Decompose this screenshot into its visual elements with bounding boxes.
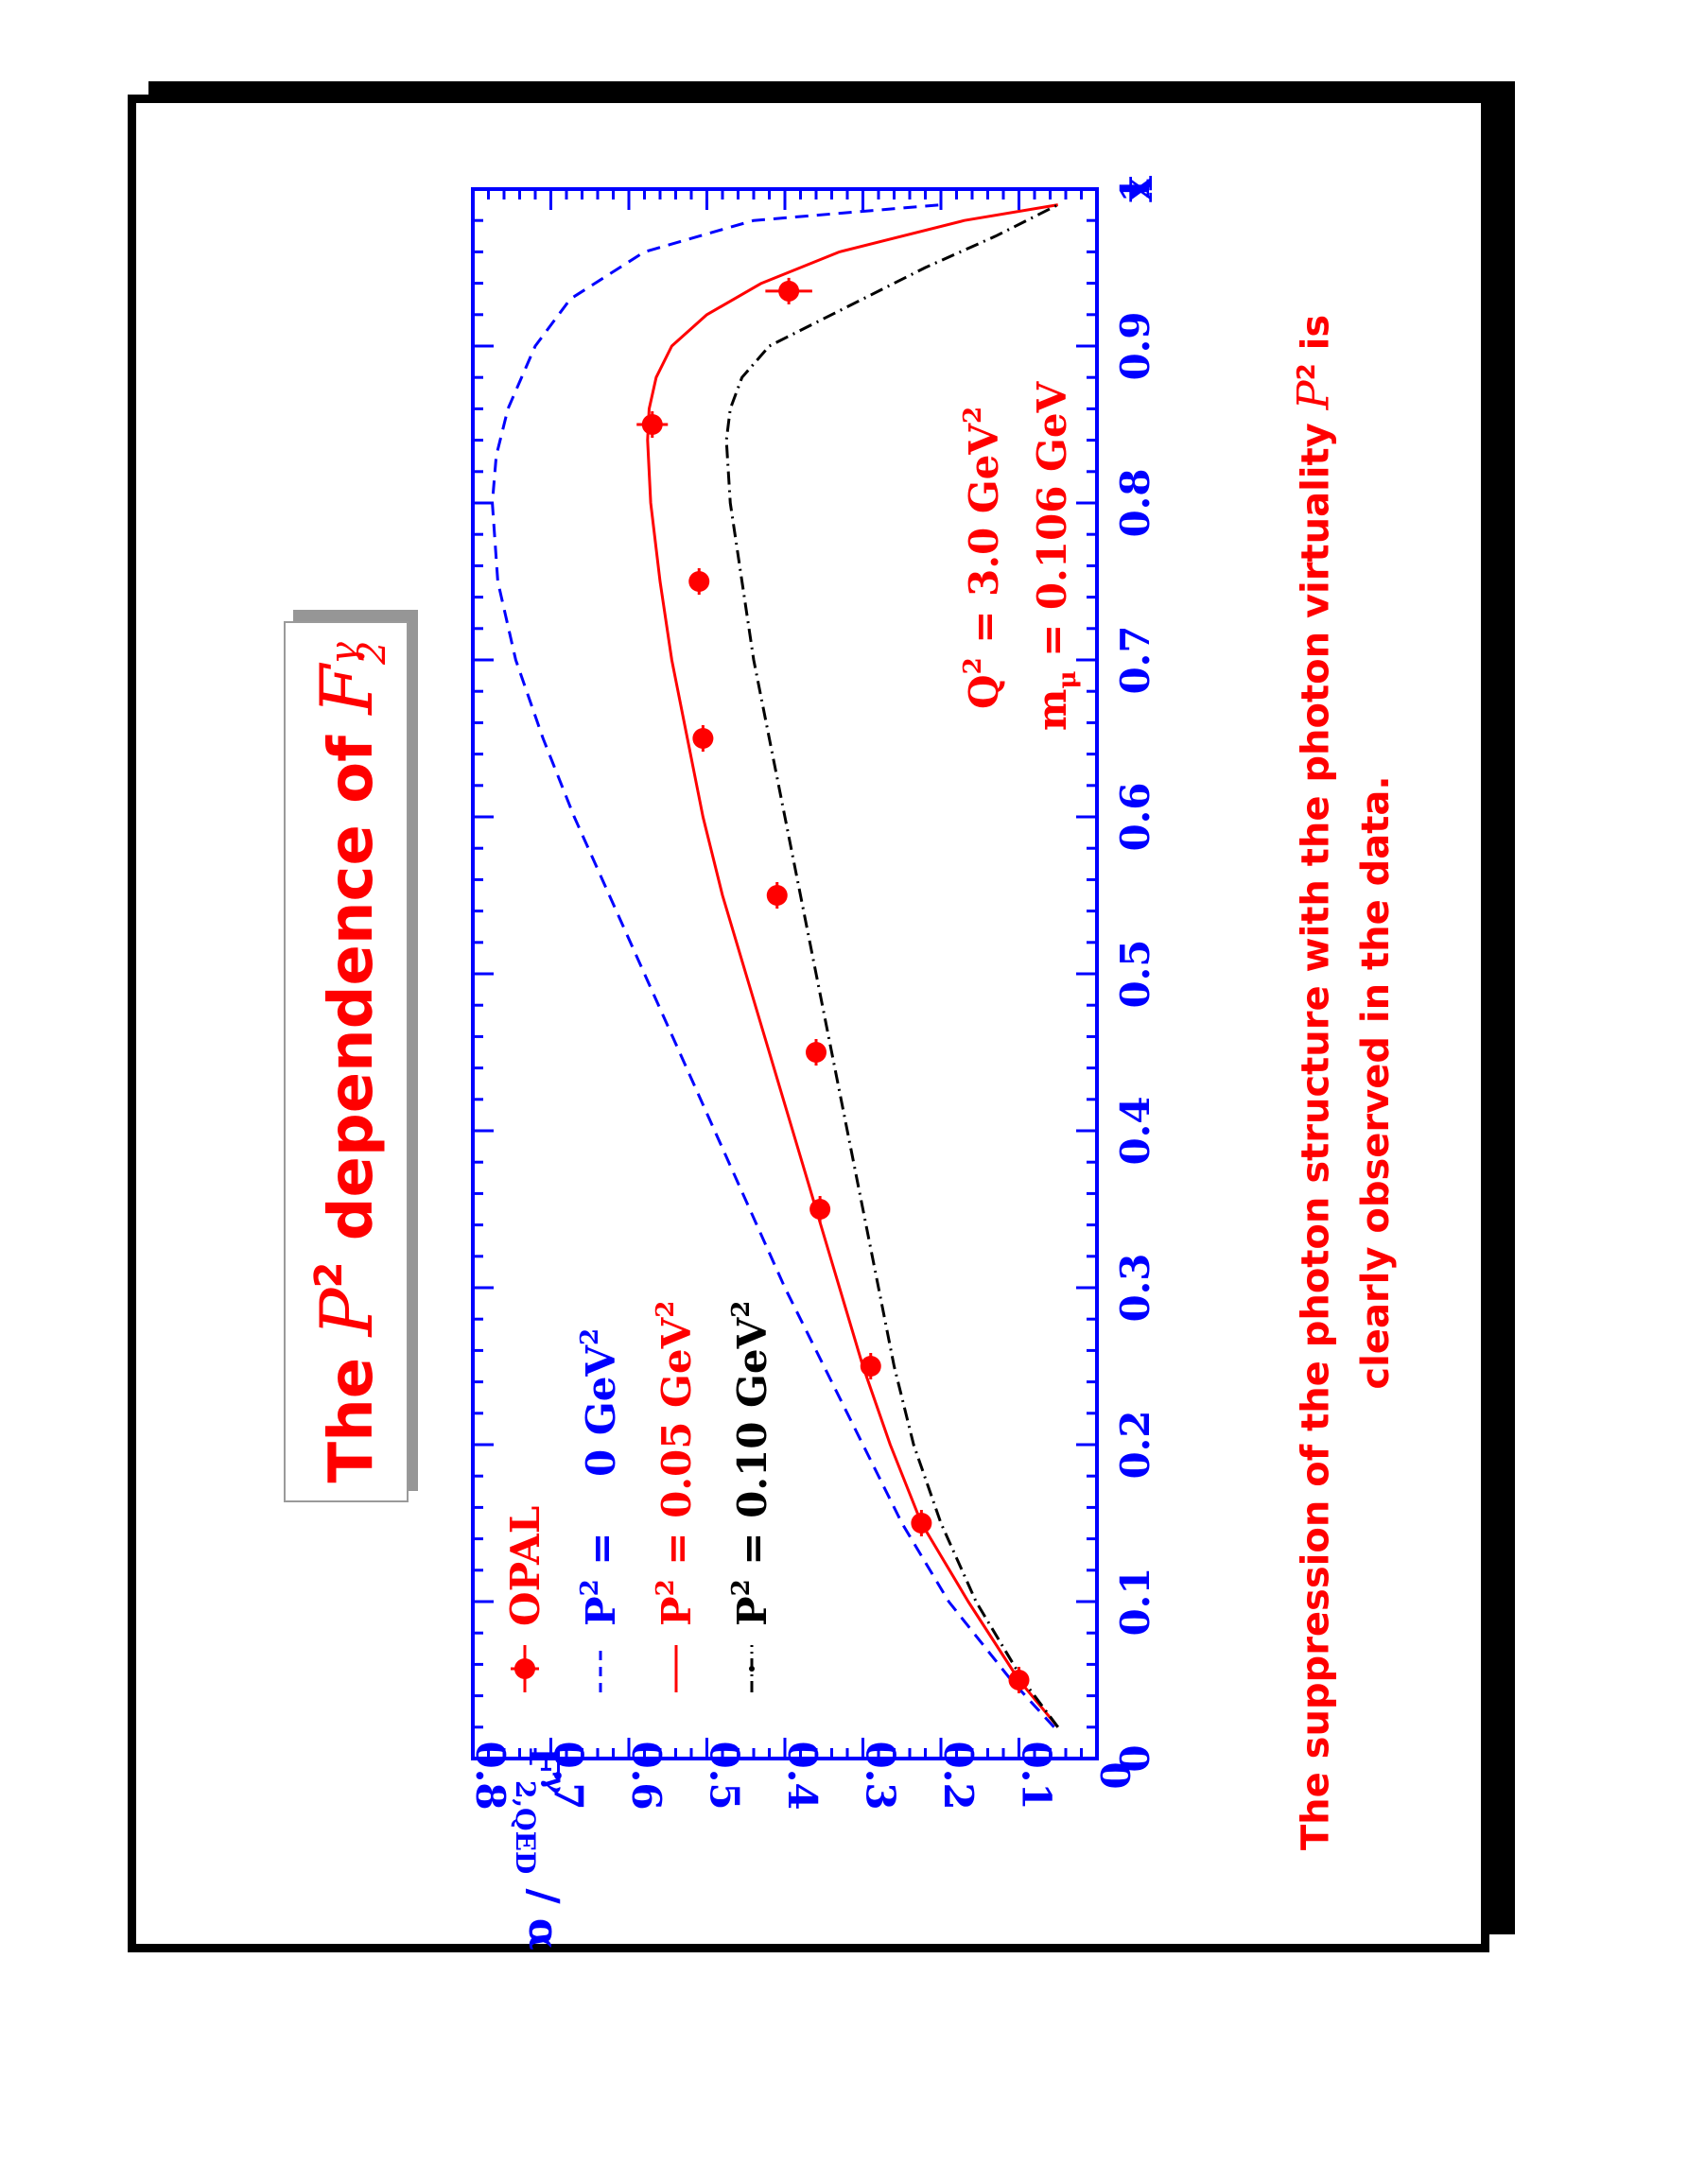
- annotation-q: Q: [961, 674, 1007, 709]
- annotation-q-val: = 3.0 GeV: [961, 423, 1007, 658]
- x-tick-label: 0.1: [1112, 1567, 1158, 1636]
- y-tick-label: 0.5: [702, 1741, 748, 1810]
- y-tick-label: 0.8: [467, 1741, 513, 1810]
- x-tick-label: 0.9: [1112, 311, 1158, 380]
- x-tick-label: 0.4: [1112, 1096, 1158, 1165]
- x-tick-label: 0: [1112, 1744, 1158, 1772]
- legend-opal-label: OPAL: [502, 1506, 548, 1626]
- x-tick-label: 0.2: [1112, 1410, 1158, 1479]
- opal-point: [692, 725, 714, 752]
- axis-ticks: [471, 187, 1099, 1760]
- opal-marker: [1008, 1670, 1030, 1690]
- x-tick-label: 0.7: [1112, 625, 1158, 694]
- opal-points: [636, 277, 1030, 1693]
- caption-p-exp: 2: [1293, 363, 1321, 381]
- legend-p010: P2 = 0.10 GeV2: [727, 1301, 775, 1692]
- opal-point: [860, 1353, 881, 1379]
- x-tick-labels: 0 0.1 0.2 0.3 0.4 0.5 0.6 0.7 0.8 0.9 1: [1112, 175, 1158, 1772]
- legend: OPAL P2 = 0 GeV2 P2 = 0.05 GeV2 P2 = 0.1…: [502, 1301, 775, 1692]
- legend-p010-val: = 0.10 GeV: [729, 1316, 775, 1579]
- opal-point: [688, 568, 710, 595]
- legend-p0-unit-exp: 2: [576, 1328, 604, 1345]
- caption-line-2: clearly observed in the data.: [1354, 775, 1399, 1390]
- opal-marker: [778, 280, 800, 302]
- curve-p0: [491, 203, 1055, 1728]
- kinematics-annotation: Q2 = 3.0 GeV2 mμ = 0.106 GeV: [959, 380, 1082, 731]
- caption: The suppression of the photon structure …: [1277, 194, 1406, 1971]
- y-tick-labels: 0 0.1 0.2 0.3 0.4 0.5 0.6 0.7 0.8: [467, 1741, 1138, 1810]
- opal-point: [765, 277, 812, 304]
- svg-text:Q2 = 3.0 GeV2: Q2 = 3.0 GeV2: [959, 407, 1007, 709]
- annotation-q-exp: 2: [959, 657, 987, 674]
- opal-marker: [806, 1042, 827, 1063]
- y-label-sup: γ: [540, 1776, 571, 1794]
- y-label-suffix: / α: [519, 1874, 567, 1950]
- y-tick-label: 0: [1091, 1761, 1138, 1789]
- opal-point: [809, 1196, 831, 1222]
- opal-marker: [766, 885, 788, 906]
- legend-p010-p: P: [729, 1596, 775, 1626]
- opal-marker: [809, 1199, 831, 1220]
- annotation-q-unit-exp: 2: [959, 407, 987, 424]
- caption-line-1: The suppression of the photon structure …: [1277, 194, 1346, 1971]
- x-tick-label: 0.3: [1112, 1253, 1158, 1322]
- svg-text:mμ = 0.106 GeV: mμ = 0.106 GeV: [1029, 380, 1082, 731]
- legend-p0-val: = 0 GeV: [578, 1344, 624, 1580]
- x-axis-label: x: [1111, 176, 1162, 202]
- y-tick-label: 0.4: [779, 1741, 826, 1810]
- legend-p005-exp: 2: [652, 1579, 680, 1596]
- y-tick-label: 0.7: [546, 1741, 592, 1810]
- opal-point: [911, 1510, 932, 1536]
- caption-line-1-post: is: [1294, 314, 1338, 351]
- legend-p0-p: P: [578, 1596, 624, 1626]
- svg-text:P2 = 0.10 GeV2: P2 = 0.10 GeV2: [727, 1301, 775, 1626]
- svg-text:P2 = 0.05 GeV2: P2 = 0.05 GeV2: [652, 1301, 700, 1626]
- y-label-sub: 2,QED: [510, 1780, 541, 1874]
- legend-opal: OPAL: [502, 1506, 548, 1692]
- y-tick-label: 0.1: [1014, 1741, 1060, 1810]
- legend-p005-val: = 0.05 GeV: [653, 1316, 700, 1579]
- y-tick-label: 0.2: [935, 1741, 982, 1810]
- opal-marker: [692, 728, 714, 749]
- legend-p010-exp: 2: [727, 1579, 756, 1596]
- curve-p005: [646, 203, 1059, 1728]
- legend-p005-p: P: [653, 1596, 700, 1626]
- opal-point: [766, 882, 788, 909]
- x-tick-label: 0.8: [1112, 468, 1158, 537]
- x-tick-label: 0.5: [1112, 939, 1158, 1008]
- annotation-m-val: = 0.106 GeV: [1029, 380, 1075, 670]
- legend-p005: P2 = 0.05 GeV2: [652, 1301, 700, 1692]
- curves: [491, 203, 1059, 1728]
- svg-text:Fγ2,QED / α: Fγ2,QED / α: [510, 1746, 571, 1950]
- curve-p010: [724, 203, 1059, 1728]
- legend-p010-unit-exp: 2: [727, 1301, 756, 1318]
- opal-point: [1008, 1667, 1030, 1693]
- opal-marker: [860, 1356, 881, 1377]
- opal-marker: [641, 414, 663, 435]
- opal-point: [806, 1039, 827, 1066]
- x-tick-label: 0.6: [1112, 782, 1158, 851]
- y-label-main: F: [519, 1746, 567, 1776]
- opal-marker: [911, 1513, 932, 1534]
- svg-text:P2 = 0 GeV2: P2 = 0 GeV2: [576, 1328, 624, 1626]
- x-tick-label: 1: [1112, 175, 1158, 202]
- y-tick-label: 0.3: [858, 1741, 904, 1810]
- opal-point: [636, 411, 669, 438]
- y-tick-label: 0.6: [623, 1741, 670, 1810]
- legend-p0: P2 = 0 GeV2: [576, 1328, 624, 1692]
- caption-line-1-pre: The suppression of the photon structure …: [1294, 423, 1338, 1851]
- y-axis-label: Fγ2,QED / α: [510, 1746, 571, 1950]
- opal-marker: [688, 571, 710, 592]
- legend-p0-exp: 2: [576, 1579, 604, 1596]
- annotation-m: m: [1029, 689, 1075, 731]
- legend-p005-unit-exp: 2: [652, 1301, 680, 1318]
- annotation-m-sub: μ: [1053, 671, 1082, 689]
- caption-p: P: [1287, 380, 1339, 410]
